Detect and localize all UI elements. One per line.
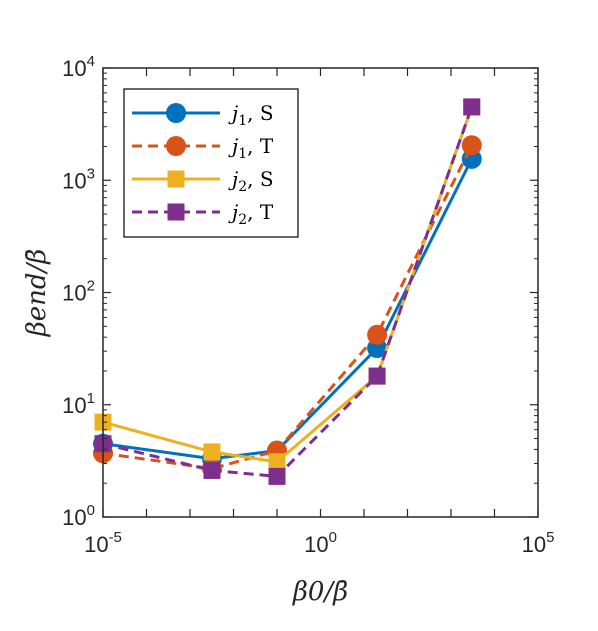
legend-marker xyxy=(167,203,185,221)
data-point xyxy=(203,461,221,479)
legend-label: j1, T xyxy=(228,134,274,162)
series-layer xyxy=(93,98,482,485)
ticks-layer xyxy=(102,67,539,518)
legend-entry: j2, S xyxy=(132,167,274,195)
data-point xyxy=(367,324,388,345)
y-tick-label: 102 xyxy=(62,278,95,306)
data-point xyxy=(461,135,482,156)
legend-label: j2, T xyxy=(228,200,274,228)
y-tick-label: 101 xyxy=(62,390,95,418)
legend-marker xyxy=(167,170,185,188)
y-tick-label: 103 xyxy=(62,165,95,193)
x-axis-title: β0/β̄ xyxy=(292,577,348,607)
series-4 xyxy=(94,98,481,485)
y-tick-label: 100 xyxy=(62,502,95,530)
legend-label: j2, S xyxy=(228,167,274,195)
legend-entry: j2, T xyxy=(132,200,274,228)
legend: j1, S j1, T j2, S j2, T xyxy=(123,88,299,238)
legend-marker xyxy=(166,103,186,123)
legend-entry: j1, T xyxy=(132,134,274,162)
x-tick-label: 10-5 xyxy=(84,529,122,557)
legend-entry: j1, S xyxy=(132,101,274,129)
data-point xyxy=(368,367,386,385)
data-point xyxy=(203,443,221,461)
data-point xyxy=(268,453,286,471)
data-point xyxy=(463,98,481,116)
x-tick-label: 100 xyxy=(304,529,337,557)
y-axis-title: βend/β̄ xyxy=(22,249,52,338)
legend-label: j1, S xyxy=(228,101,274,129)
data-point xyxy=(268,467,286,485)
legend-marker xyxy=(166,136,186,156)
y-tick-label: 104 xyxy=(62,53,95,81)
x-tick-label: 105 xyxy=(522,529,555,557)
